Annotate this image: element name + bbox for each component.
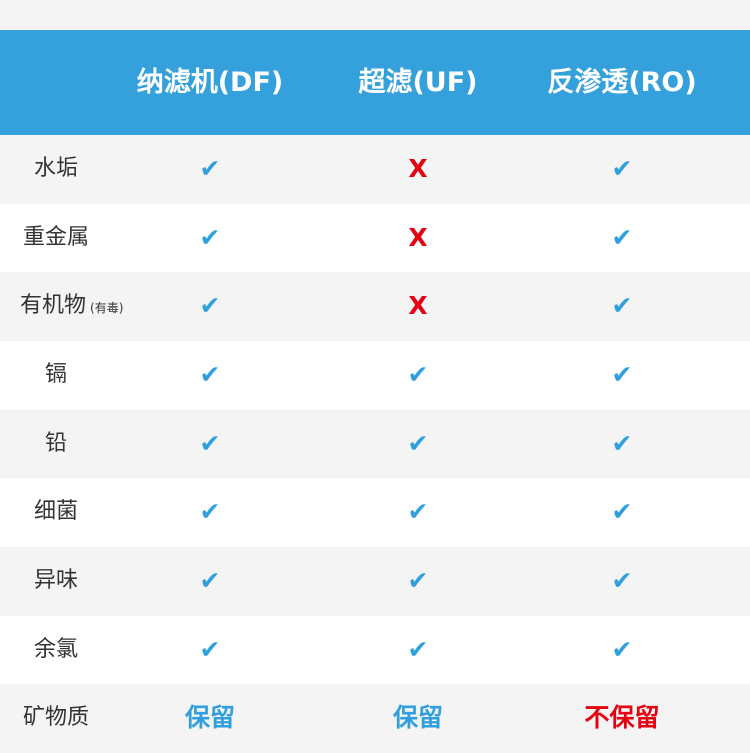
cell-value: ✔	[611, 497, 633, 527]
column-header: 纳滤机(DF)	[136, 67, 284, 98]
cell-value: ✔	[611, 360, 633, 389]
cell-value: ✔	[199, 634, 221, 664]
cell-value: 保留	[184, 703, 235, 733]
cell-value: ✔	[407, 428, 429, 458]
cell-value: 保留	[392, 703, 443, 733]
cell-value: ✔	[199, 497, 221, 527]
row-label: 细菌	[0, 478, 112, 547]
row-label-text: 重金属	[22, 224, 89, 250]
cell-value: ✔	[407, 634, 429, 664]
row-label-note: (有毒)	[90, 301, 124, 316]
row-label-text: 镉	[44, 362, 67, 387]
cell-value: ✔	[407, 360, 429, 389]
row-label: 有机物 (有毒)	[0, 272, 180, 341]
table-row: 有机物 (有毒) ✔ X ✔	[0, 272, 750, 341]
cell-value: ✔	[407, 497, 429, 527]
table-row: 镉 ✔ ✔ ✔	[0, 341, 750, 410]
cell-value: ✔	[611, 566, 633, 595]
cell-value: ✔	[199, 566, 221, 595]
row-label: 水垢	[0, 135, 112, 204]
row-label-text: 细菌	[33, 499, 78, 525]
cell-value: ✔	[611, 222, 633, 252]
row-label: 镉	[0, 341, 112, 410]
table-row: 矿物质 保留 保留 不保留	[0, 684, 750, 753]
row-label: 矿物质	[0, 684, 112, 753]
cell-value: 不保留	[584, 703, 660, 733]
row-label-text: 余氯	[33, 636, 78, 662]
row-label-text: 铅	[44, 430, 67, 456]
row-label-text: 有机物	[20, 293, 87, 319]
row-label: 异味	[0, 547, 112, 616]
column-header: 超滤(UF)	[358, 67, 478, 98]
cell-value: X	[408, 154, 428, 183]
cell-value: ✔	[611, 428, 633, 458]
cell-value: X	[408, 291, 428, 321]
table-row: 细菌 ✔ ✔ ✔	[0, 478, 750, 547]
cell-value: ✔	[199, 360, 221, 389]
row-label-text: 水垢	[33, 156, 78, 181]
row-label: 重金属	[0, 204, 112, 273]
row-label: 余氯	[0, 616, 112, 685]
table-row: 重金属 ✔ X ✔	[0, 203, 750, 273]
row-label-text: 异味	[33, 568, 78, 593]
row-label: 铅	[0, 410, 112, 479]
table-row: 水垢 ✔ X ✔	[0, 135, 750, 204]
cell-value: ✔	[199, 428, 221, 458]
column-header: 反渗透(RO)	[547, 67, 697, 98]
cell-value: X	[408, 222, 428, 252]
cell-value: ✔	[611, 291, 633, 321]
cell-value: ✔	[199, 222, 221, 252]
table-row: 异味 ✔ ✔ ✔	[0, 547, 750, 616]
row-label-text: 矿物质	[22, 705, 89, 731]
table-row: 余氯 ✔ ✔ ✔	[0, 615, 750, 685]
cell-value: ✔	[407, 566, 429, 595]
table-row: 铅 ✔ ✔ ✔	[0, 409, 750, 479]
cell-value: ✔	[199, 291, 221, 321]
cell-value: ✔	[611, 634, 633, 664]
cell-value: ✔	[199, 154, 221, 183]
header-bar	[0, 30, 750, 135]
cell-value: ✔	[611, 154, 633, 183]
